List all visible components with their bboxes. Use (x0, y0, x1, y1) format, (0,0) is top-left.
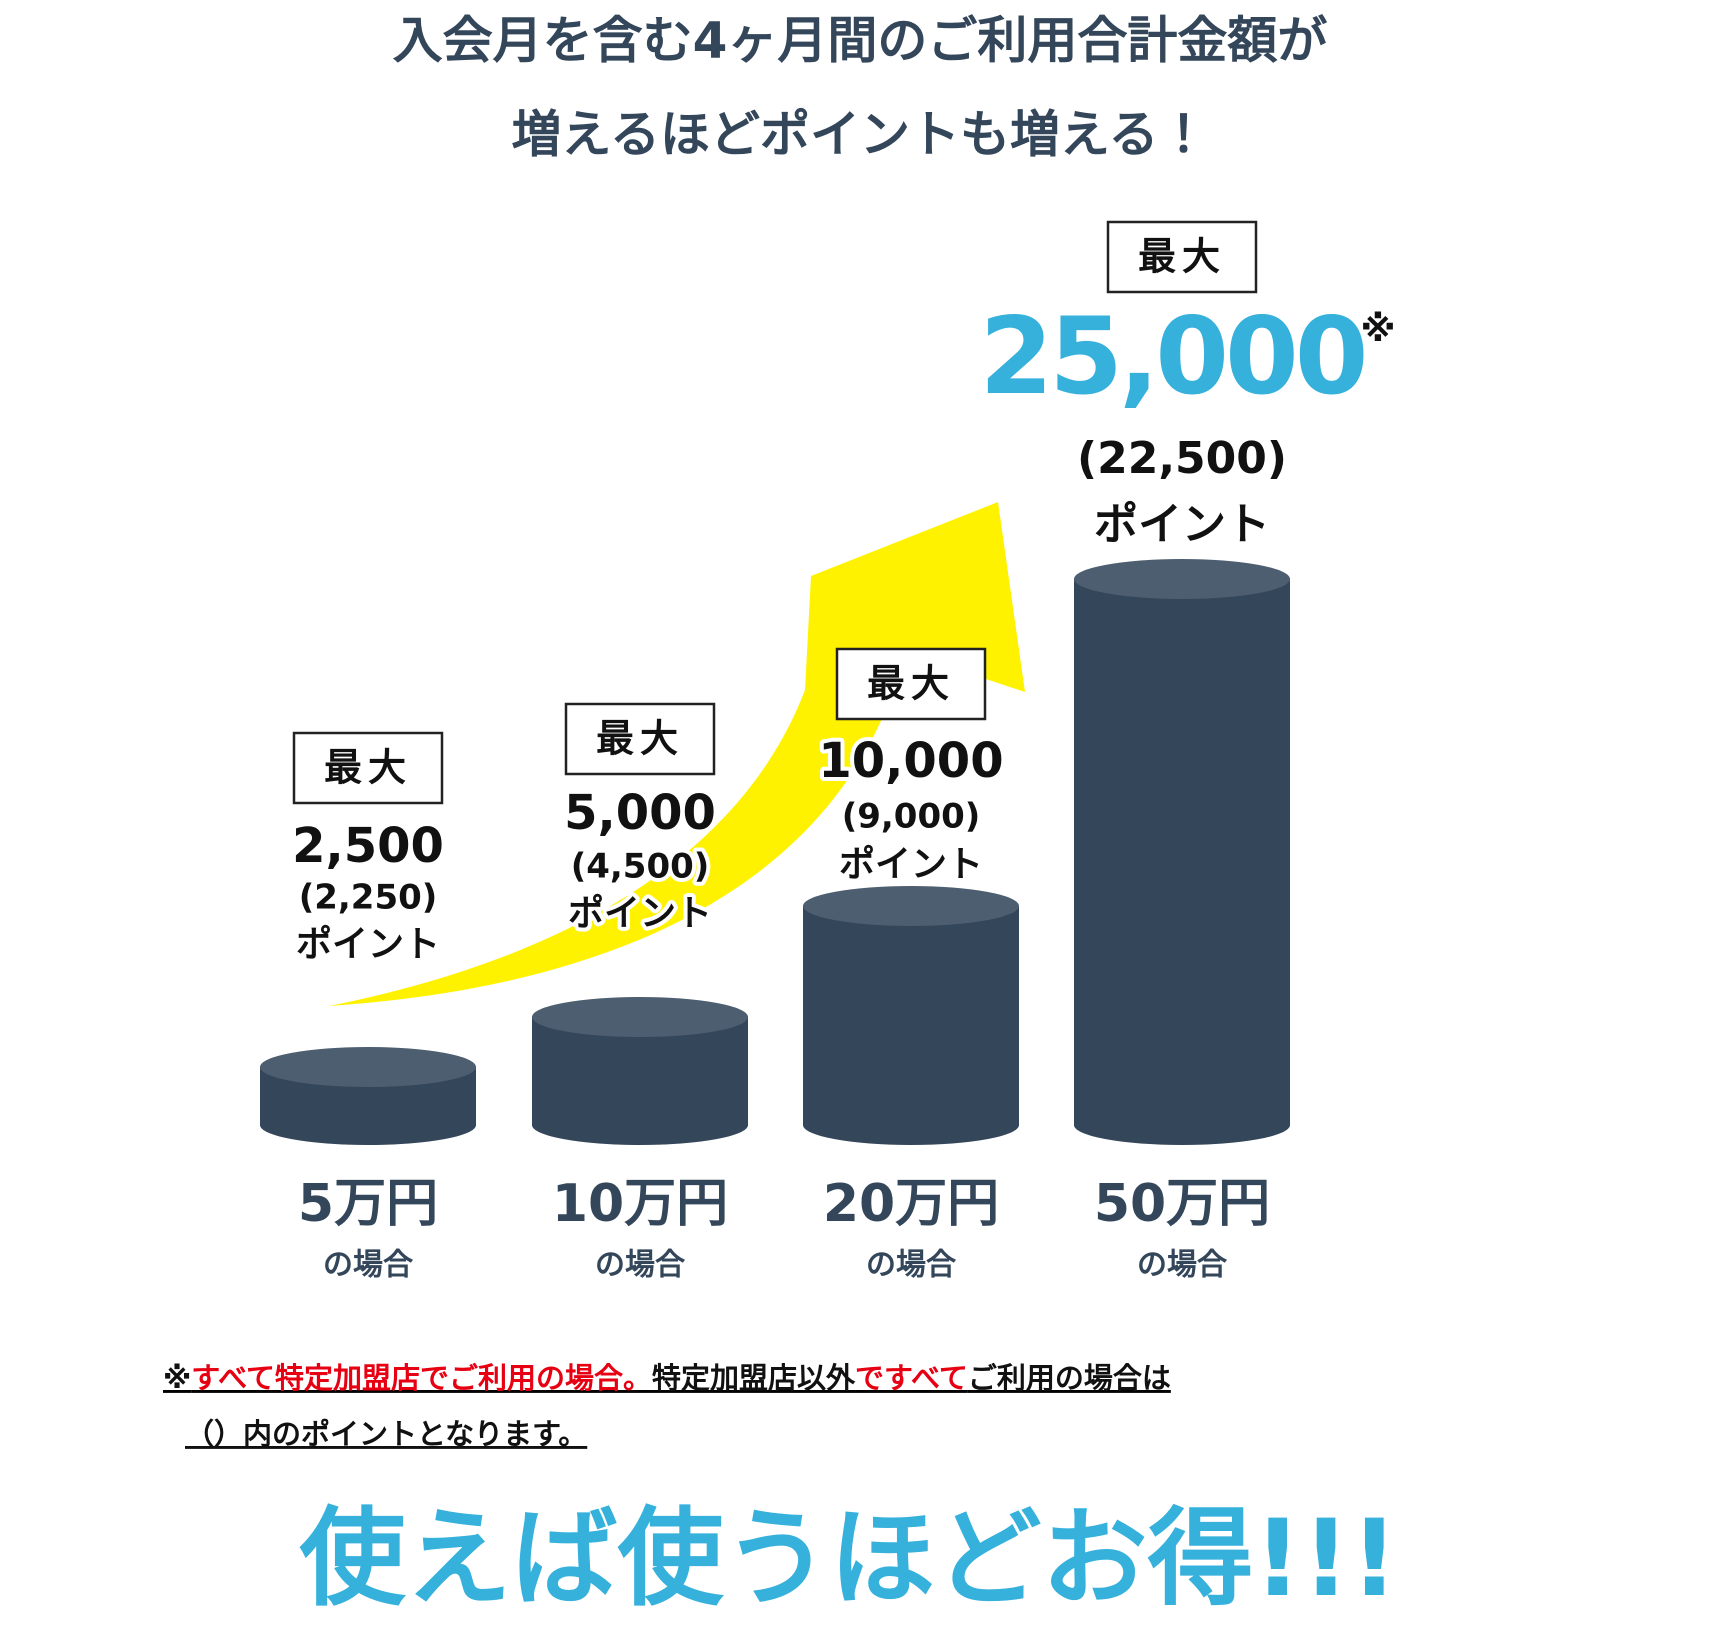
badge-box (835, 647, 987, 721)
cylinder-body (260, 1067, 476, 1145)
unit: ポイント (296, 923, 440, 965)
base-points: (2,250) (299, 878, 438, 918)
amount-suffix: の場合 (323, 1248, 414, 1283)
amount: 50万円 (1094, 1174, 1270, 1234)
unit: ポイント (568, 892, 712, 934)
cylinder-top (532, 997, 748, 1037)
points: 2,500 (292, 818, 444, 874)
badge-box (1106, 220, 1258, 294)
cylinder-top (260, 1047, 476, 1087)
badge-box (292, 731, 444, 805)
note-line: ※すべて特定加盟店でご利用の場合。特定加盟店以外ですべてご利用の場合は (163, 1361, 1171, 1395)
base-points: (22,500) (1077, 433, 1287, 484)
amount-suffix: の場合 (866, 1248, 957, 1283)
note-line: （）内のポイントとなります。 (185, 1417, 587, 1451)
cylinder-body (803, 906, 1019, 1145)
note-part: ご利用の場合は (968, 1361, 1171, 1395)
note-part: ※ (163, 1361, 191, 1395)
title-line: 入会月を含む4ヶ月間のご利用合計金額が (393, 12, 1328, 70)
note-part: 特定加盟店以外 (652, 1361, 856, 1395)
amount-suffix: の場合 (1137, 1248, 1228, 1283)
amount: 5万円 (298, 1174, 438, 1234)
badge: 最大 (1138, 235, 1226, 279)
note-part: すべて特定加盟店でご利用の場合。 (191, 1361, 652, 1395)
cylinder-body (532, 1017, 748, 1145)
base-points: (4,500) (571, 847, 710, 887)
amount: 20万円 (823, 1174, 999, 1234)
badge: 最大 (324, 746, 412, 790)
unit: ポイント (839, 843, 983, 885)
cylinder-top (1074, 559, 1290, 599)
title-line: 増えるほどポイントも増える！ (512, 106, 1209, 164)
badge-box (564, 702, 716, 776)
points: 25,000 (979, 295, 1364, 418)
badge: 最大 (596, 717, 684, 761)
note-part: ですべて (855, 1361, 968, 1395)
cylinder-top (803, 886, 1019, 926)
growth-arrow (329, 502, 1025, 1006)
points-mark: ※ (1361, 309, 1396, 350)
points: 10,000 (818, 733, 1003, 789)
slogan: 使えば使うほどお得!!! (299, 1497, 1398, 1620)
unit: ポイント (1094, 499, 1270, 550)
amount-suffix: の場合 (595, 1248, 686, 1283)
cylinder-body (1074, 579, 1290, 1145)
badge: 最大 (867, 662, 955, 706)
points: 5,000 (564, 785, 716, 841)
amount: 10万円 (552, 1174, 728, 1234)
base-points: (9,000) (842, 797, 981, 837)
